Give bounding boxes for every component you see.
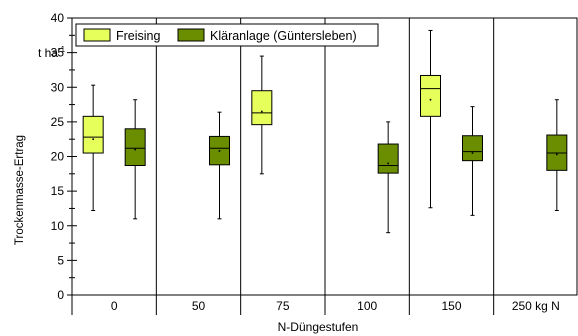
y-tick-label: 40 — [51, 11, 65, 25]
unit-label-sup: -1 — [58, 45, 66, 54]
mean-marker — [134, 148, 136, 151]
legend-label: Kläranlage (Güntersleben) — [210, 29, 357, 43]
mean-marker — [387, 162, 389, 165]
legend-box — [75, 23, 379, 47]
x-tick-label: 0 — [111, 299, 118, 313]
plot-area — [71, 17, 578, 315]
mean-marker — [556, 153, 558, 156]
box-plot — [546, 99, 568, 212]
legend-swatch — [83, 28, 111, 42]
box — [377, 143, 399, 174]
y-tick-label: 0 — [57, 288, 64, 302]
y-tick-label: 20 — [51, 150, 65, 164]
box-plot — [82, 84, 104, 212]
y-tick-label: 25 — [51, 115, 65, 129]
x-axis-label: N-Düngestufen — [278, 320, 359, 334]
x-tick-label: 75 — [276, 299, 290, 313]
y-tick-label: 10 — [51, 219, 65, 233]
mean-marker — [92, 138, 94, 140]
box — [420, 74, 441, 117]
x-tick-label: 250 kg N — [512, 299, 560, 313]
unit-label-base: t ha — [38, 46, 58, 60]
y-tick-label: 30 — [51, 80, 65, 94]
legend: Freising Kläranlage (Güntersleben) — [75, 23, 379, 47]
x-tick-label: 100 — [357, 299, 377, 313]
x-tick-label: 150 — [441, 299, 461, 313]
y-tick-label: 15 — [51, 184, 65, 198]
y-tick-label: 5 — [57, 253, 64, 267]
boxes — [82, 29, 568, 234]
box — [462, 135, 483, 162]
box — [124, 128, 146, 167]
mean-marker — [218, 150, 221, 152]
y-axis-label: Trockenmasse-Ertrag — [14, 135, 26, 245]
box-plot — [377, 121, 399, 234]
mean-marker — [471, 152, 474, 154]
box-plot — [462, 106, 483, 216]
box-plot — [209, 111, 230, 220]
box — [82, 115, 104, 154]
x-tick-label: 50 — [192, 299, 206, 313]
unit-label: t ha-1 — [38, 45, 66, 60]
legend-swatch — [177, 28, 205, 42]
box-plot — [124, 99, 146, 220]
box-plot — [420, 29, 441, 209]
y-tick-label: 35 — [51, 46, 65, 60]
box-plot — [251, 55, 273, 175]
mean-marker — [429, 98, 432, 101]
mean-marker — [261, 110, 263, 113]
legend-label: Freising — [116, 29, 161, 43]
axes: 0 5 10 15 20 25 30 35 40 0 50 75 100 150 250 kg N — [51, 11, 560, 313]
box — [251, 90, 273, 126]
